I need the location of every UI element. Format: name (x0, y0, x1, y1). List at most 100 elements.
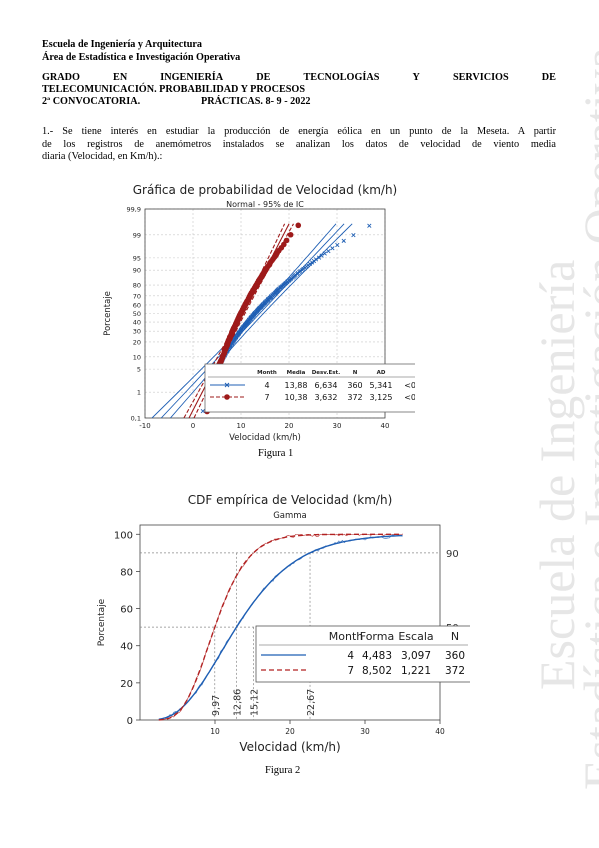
legend-cell: 3,097 (401, 650, 431, 662)
legend-header: Forma (360, 630, 394, 643)
y-tick-label: 60 (133, 301, 141, 309)
figure-2-caption: Figura 2 (265, 765, 301, 776)
fitted-cdf-curve (158, 533, 403, 721)
area-name: Área de Estadística e Investigación Oper… (42, 52, 241, 63)
legend-marker (224, 382, 230, 388)
data-point (316, 255, 322, 260)
x-tick-label: 20 (285, 422, 294, 430)
probability-plot: Gráfica de probabilidad de Velocidad (km… (103, 183, 415, 443)
data-point (322, 251, 327, 256)
legend-cell: 360 (347, 381, 362, 390)
data-point (307, 261, 313, 267)
legend-cell: 5,341 (370, 381, 393, 390)
legend-header: Month (257, 370, 277, 376)
y-tick-label: 100 (114, 530, 133, 541)
degree-word: EN (113, 72, 128, 83)
y-axis-label: Porcentaje (97, 598, 107, 646)
problem-line-3: diaria (Velocidad, en Km/h).: (42, 151, 163, 162)
x-tick-label: 40 (381, 422, 390, 430)
reference-x-label: 12,86 (232, 689, 243, 716)
data-point (200, 409, 205, 414)
y-tick-label: 50 (133, 310, 141, 318)
problem-statement: 1.- Se tiene interés en estudiar la prod… (42, 126, 556, 164)
y-tick-label: 80 (133, 282, 141, 290)
data-point (319, 253, 324, 258)
legend-header: N (353, 370, 358, 376)
problem-line-1: 1.- Se tiene interés en estudiar la prod… (42, 126, 556, 137)
x-tick-label: 30 (360, 727, 370, 736)
x-tick-label: 40 (435, 727, 445, 736)
degree-word: GRADO (42, 72, 80, 83)
degree-line-3: 2ª CONVOCATORIA. PRÁCTICAS. 8- 9 - 2022 (42, 96, 556, 108)
data-point (330, 246, 335, 251)
y-tick-label: 10 (133, 353, 141, 361)
degree-word: Y (412, 72, 420, 83)
legend-cell: 372 (347, 393, 362, 402)
legend-cell: 6,634 (315, 381, 338, 390)
legend-cell: 360 (445, 650, 465, 662)
chart-subtitle: Gamma (273, 511, 307, 521)
y-tick-label: 99 (133, 231, 141, 239)
legend-header: Escala (398, 630, 433, 643)
y-tick-label: 80 (120, 567, 133, 578)
reference-x-label: 22,67 (306, 689, 317, 716)
data-point (351, 233, 356, 238)
empirical-cdf-plot: CDF empírica de Velocidad (km/h) Gamma 0 20… (97, 493, 470, 754)
legend-cell: 4 (347, 650, 354, 662)
y-tick-label: 40 (120, 642, 133, 653)
y-tick-label: 20 (120, 679, 133, 690)
data-point (287, 231, 294, 238)
x-axis-label: Velocidad (km/h) (229, 433, 301, 443)
plot-area (151, 222, 372, 418)
figure-1-caption: Figura 1 (258, 448, 294, 459)
y-tick-label: 20 (133, 338, 141, 346)
reference-x-label: 9,97 (211, 695, 222, 716)
y-tick-label: 5 (137, 366, 141, 374)
legend-cell: 8,502 (362, 665, 392, 677)
degree-word: TECNOLOGÍAS (303, 72, 380, 83)
legend-cell: 372 (445, 665, 465, 677)
legend-header: Month (329, 630, 364, 643)
legend-box (204, 363, 415, 413)
legend-header: N (451, 630, 459, 643)
data-point (335, 242, 340, 248)
legend-cell: <0,005 (404, 381, 415, 390)
x-tick-label: 10 (237, 422, 246, 430)
y-tick-label: 95 (133, 254, 141, 262)
y-tick-label: 60 (120, 605, 133, 616)
empirical-cdf-curve (158, 533, 403, 721)
degree-line-2: TELECOMUNICACIÓN. PROBABILIDAD Y PROCESO… (42, 84, 306, 95)
x-tick-label: -10 (139, 422, 150, 430)
reference-x-label: 15,12 (249, 689, 260, 716)
data-point (313, 257, 319, 262)
y-tick-label: 0,1 (131, 415, 141, 423)
data-point (367, 223, 372, 228)
convocatoria: 2ª CONVOCATORIA. (42, 96, 141, 107)
legend-cell: 7 (264, 393, 269, 402)
legend-cell: <0,005 (404, 393, 415, 402)
legend-header: AD (377, 370, 386, 376)
legend-cell: 3,125 (370, 393, 393, 402)
x-tick-label: 20 (285, 727, 295, 736)
data-point (283, 237, 290, 244)
legend-cell: 7 (347, 665, 354, 677)
legend-header: Desv.Est. (312, 370, 341, 376)
x-tick-label: 0 (191, 422, 195, 430)
x-axis-label: Velocidad (km/h) (239, 740, 340, 754)
legend-header: Media (287, 370, 306, 376)
plot-frame (144, 208, 386, 419)
data-point (326, 248, 331, 254)
x-tick-label: 10 (210, 727, 220, 736)
legend-cell: 4,483 (362, 650, 392, 662)
degree-word: DE (541, 72, 556, 83)
y-tick-label: 0 (127, 716, 133, 727)
legend-cell: 10,38 (285, 393, 308, 402)
legend-cell: 1,221 (401, 665, 431, 677)
x-tick-label: 30 (333, 422, 342, 430)
data-point (295, 222, 302, 229)
watermark-line-2: Estadística e Investigación Operativa (573, 47, 599, 790)
y-tick-label: 70 (133, 292, 141, 300)
chart-subtitle: Normal - 95% de IC (226, 200, 304, 209)
confidence-band (170, 223, 353, 418)
data-point (341, 238, 346, 243)
